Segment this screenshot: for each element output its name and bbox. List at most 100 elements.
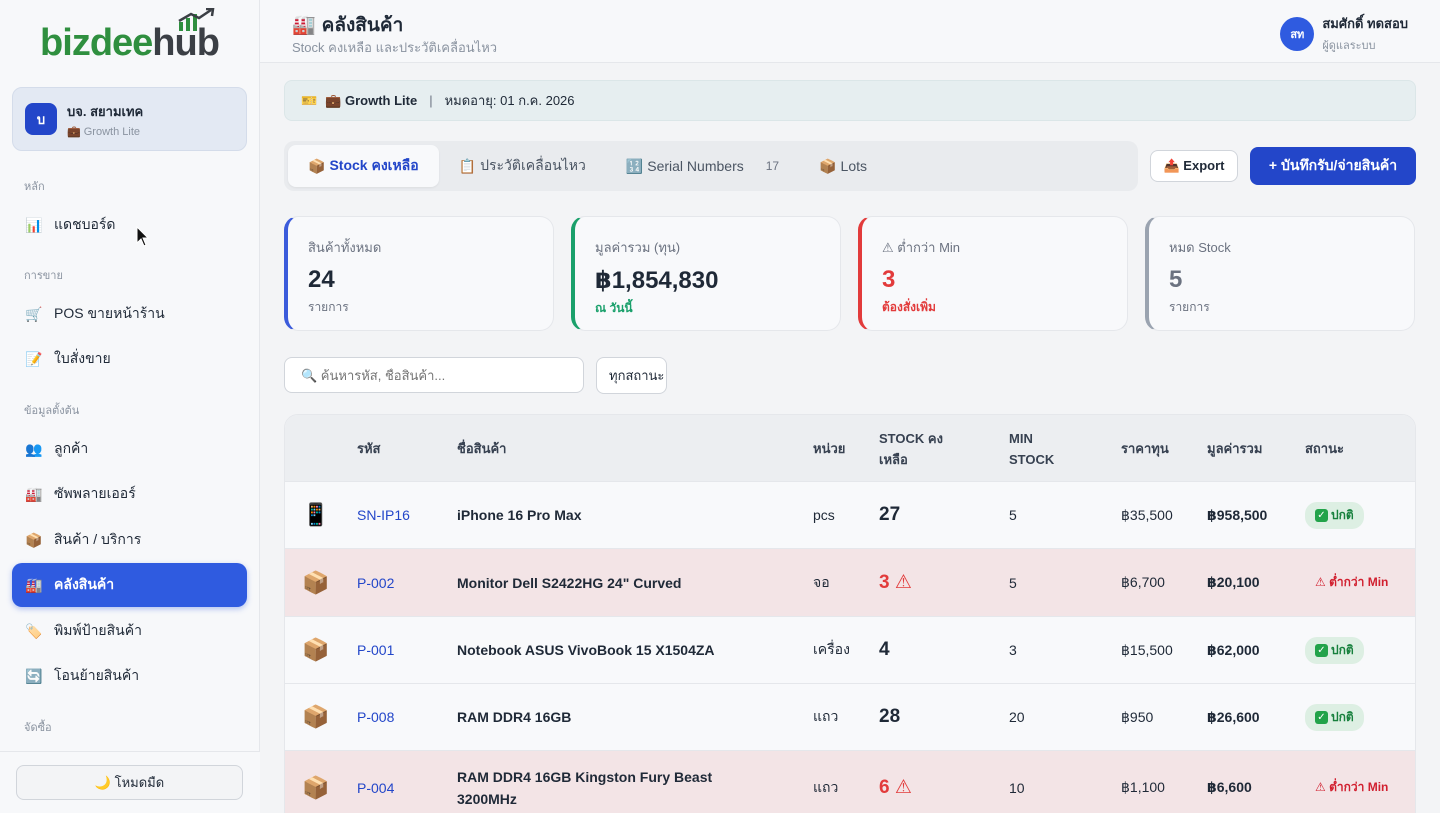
refresh-icon: 🔄 [25,667,43,684]
sidebar-item-suppliers[interactable]: 🏭 ซัพพลายเออร์ [12,472,247,516]
check-icon: ✓ [1315,643,1328,657]
stat-sub: รายการ [308,300,349,314]
status-filter-select[interactable]: ทุกสถานะ [596,357,667,394]
factory-icon: 🏭 [25,576,43,593]
total-value: ฿62,000 [1207,641,1260,658]
ticket-icon: 🎫 [301,92,318,108]
stat-value: 3 [882,266,896,293]
company-switcher[interactable]: บ บจ. สยามเทค 💼 Growth Lite [12,87,247,151]
nav-section-sales: การขาย [24,270,63,282]
column-header-stock[interactable]: STOCK คงเหลือ [879,430,943,467]
plan-banner: 🎫 💼 Growth Lite | หมดอายุ: 01 ก.ค. 2026 [284,80,1416,121]
stat-sub: ต้องสั่งเพิ่ม [882,300,936,314]
table-row[interactable]: 📦 P-004 RAM DDR4 16GB Kingston Fury Beas… [285,751,1415,813]
tab-serial-numbers[interactable]: 🔢 Serial Numbers 17 [606,145,799,187]
stat-sub: ณ วันนี้ [595,301,633,315]
tab-label: ประวัติเคลื่อนไหว [480,157,586,173]
search-box[interactable] [284,357,584,393]
stat-value: ฿1,854,830 [595,267,719,294]
total-value: ฿26,600 [1207,708,1260,725]
tab-count-badge: 17 [765,159,780,173]
unit-cost: ฿6,700 [1121,574,1165,590]
stat-value: 5 [1169,266,1183,293]
divider: | [429,93,433,108]
product-name: Monitor Dell S2422HG 24" Curved [457,574,682,591]
sidebar-item-label: ลูกค้า [54,440,89,456]
sidebar-item-label: ซัพพลายเออร์ [54,485,136,501]
total-value: ฿958,500 [1207,506,1268,523]
add-stock-movement-button[interactable]: + บันทึกรับ/จ่ายสินค้า [1250,147,1416,185]
search-input[interactable] [301,367,551,383]
min-stock: 20 [1009,709,1025,725]
package-icon: 📦 [302,774,330,800]
stat-card-out-of-stock: หมด Stock 5 รายการ [1145,216,1415,331]
plan-name: 💼 Growth Lite [325,92,418,108]
product-unit: แถว [813,778,839,795]
min-stock: 5 [1009,507,1017,523]
export-button[interactable]: 📤 Export [1150,150,1238,182]
sidebar-item-label: คลังสินค้า [54,576,115,592]
stat-label: สินค้าทั้งหมด [308,240,382,255]
tab-label: Stock คงเหลือ [329,157,419,173]
status-cell: ⚠ ต่ำกว่า Min [1315,549,1388,616]
user-menu[interactable]: สท สมศักดิ์ ทดสอบ ผู้ดูแลระบบ [1280,13,1408,54]
company-plan: 💼 Growth Lite [67,125,140,138]
people-icon: 👥 [25,440,43,457]
status-cell: ✓ ปกติ [1305,684,1364,750]
column-header-status[interactable]: สถานะ [1305,441,1344,456]
status-cell: ✓ ปกติ [1305,482,1364,548]
table-row[interactable]: 📦 P-002 Monitor Dell S2422HG 24" Curved … [285,549,1415,617]
growth-arrow-icon [178,8,215,31]
sidebar-item-sales-orders[interactable]: 📝 ใบสั่งขาย [12,337,247,381]
sidebar-item-pos[interactable]: 🛒 POS ขายหน้าร้าน [12,292,247,336]
product-name: iPhone 16 Pro Max [457,507,582,523]
dark-mode-button[interactable]: 🌙 โหมดมืด [16,765,243,800]
stock-quantity: 3 ⚠ [879,572,912,593]
stat-card-total-value: มูลค่ารวม (ทุน) ฿1,854,830 ณ วันนี้ [571,216,841,331]
numbers-icon: 🔢 [625,157,644,174]
stat-card-total-products: สินค้าทั้งหมด 24 รายการ [284,216,554,331]
stat-card-below-min: ⚠ ต่ำกว่า Min 3 ต้องสั่งเพิ่ม [858,216,1128,331]
status-badge: ✓ ปกติ [1305,703,1364,731]
product-code-link[interactable]: P-008 [357,709,395,725]
product-code-link[interactable]: SN-IP16 [357,507,410,523]
product-code-link[interactable]: P-004 [357,779,395,796]
column-header-code[interactable]: รหัส [357,441,381,456]
company-avatar: บ [25,103,57,135]
column-header-unit[interactable]: หน่วย [813,441,846,456]
label-icon: 🏷️ [25,622,43,639]
column-header-total[interactable]: มูลค่ารวม [1207,441,1263,456]
nav-section-master-data: ข้อมูลตั้งต้น [24,405,80,417]
min-stock: 5 [1009,574,1017,591]
product-code-link[interactable]: P-001 [357,642,395,658]
sidebar-item-dashboard[interactable]: 📊 แดชบอร์ด [12,203,247,247]
column-header-cost[interactable]: ราคาทุน [1121,441,1169,456]
status-cell: ✓ ปกติ [1305,617,1364,683]
check-icon: ✓ [1315,710,1328,724]
main-content: 🏭 คลังสินค้า Stock คงเหลือ และประวัติเคล… [260,0,1440,813]
sidebar-item-warehouse[interactable]: 🏭 คลังสินค้า [12,563,247,607]
product-code-link[interactable]: P-002 [357,574,395,591]
tab-stock[interactable]: 📦 Stock คงเหลือ [288,145,439,187]
stat-label: หมด Stock [1169,240,1231,255]
product-unit: pcs [813,507,835,523]
warehouse-icon: 🏭 [292,15,316,36]
brand-logo[interactable]: bizdeehub [0,0,259,87]
table-row[interactable]: 📱 SN-IP16 iPhone 16 Pro Max pcs 27 5 ฿35… [285,482,1415,549]
column-header-min-stock[interactable]: MIN STOCK [1009,430,1055,467]
sidebar-item-products[interactable]: 📦 สินค้า / บริการ [12,518,247,562]
stock-quantity: 6 ⚠ [879,777,912,798]
tab-movement-history[interactable]: 📋 ประวัติเคลื่อนไหว [439,145,606,187]
sidebar-item-transfer[interactable]: 🔄 โอนย้ายสินค้า [12,654,247,698]
table-row[interactable]: 📦 P-001 Notebook ASUS VivoBook 15 X1504Z… [285,617,1415,684]
table-row[interactable]: 📦 P-008 RAM DDR4 16GB แถว 28 20 ฿950 ฿26… [285,684,1415,751]
column-header-name[interactable]: ชื่อสินค้า [457,441,507,456]
user-role: ผู้ดูแลระบบ [1322,40,1376,52]
stat-label: ⚠ ต่ำกว่า Min [882,240,961,255]
total-value: ฿20,100 [1207,574,1260,590]
product-unit: จอ [813,573,830,590]
product-name: RAM DDR4 16GB [457,709,572,725]
sidebar-item-print-labels[interactable]: 🏷️ พิมพ์ป้ายสินค้า [12,609,247,653]
tab-lots[interactable]: 📦 Lots [799,145,887,187]
sidebar-item-customers[interactable]: 👥 ลูกค้า [12,427,247,471]
